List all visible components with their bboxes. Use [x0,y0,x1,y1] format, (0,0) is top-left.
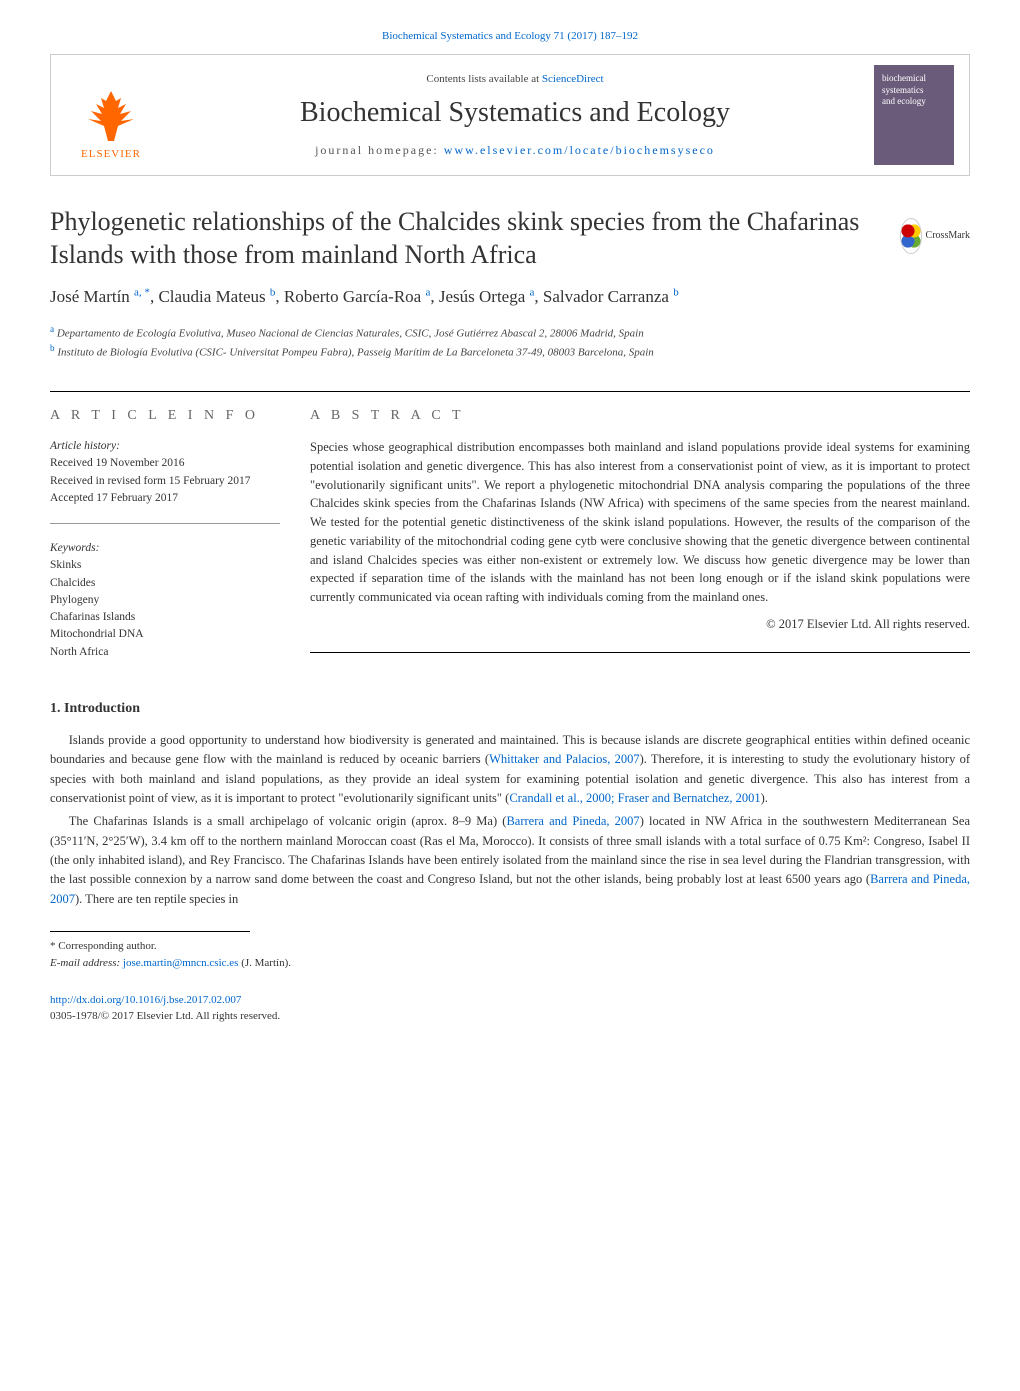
publisher-logo: ELSEVIER [66,70,156,160]
article-title-text: Phylogenetic relationships of the Chalci… [50,207,859,269]
affiliation-line: a Departamento de Ecología Evolutiva, Mu… [50,323,970,342]
abstract-copyright: © 2017 Elsevier Ltd. All rights reserved… [310,615,970,634]
abstract-heading: A B S T R A C T [310,408,970,424]
keywords-block: Keywords: SkinksChalcidesPhylogenyChafar… [50,540,280,661]
issn-copyright: 0305-1978/© 2017 Elsevier Ltd. All right… [50,1009,970,1024]
body-paragraph: Islands provide a good opportunity to un… [50,731,970,809]
email-suffix: (J. Martín). [238,957,291,969]
publisher-name: ELSEVIER [81,148,141,160]
citation-link[interactable]: Barrera and Pineda, 2007 [506,814,639,828]
crossmark-icon [900,218,922,254]
article-title: Phylogenetic relationships of the Chalci… [50,206,970,271]
cover-text-line: biochemical [882,73,946,85]
journal-homepage: journal homepage: www.elsevier.com/locat… [166,143,864,158]
citation-link[interactable]: Barrera and Pineda, 2007 [50,872,970,905]
sciencedirect-link[interactable]: ScienceDirect [542,73,604,85]
journal-reference-link[interactable]: Biochemical Systematics and Ecology 71 (… [382,30,638,42]
article-info-column: A R T I C L E I N F O Article history: R… [50,408,310,661]
masthead: ELSEVIER Contents lists available at Sci… [50,54,970,176]
keyword-item: Mitochondrial DNA [50,626,280,643]
email-label: E-mail address: [50,957,123,969]
citation-link[interactable]: Crandall et al., 2000; Fraser and Bernat… [509,791,760,805]
cover-text-line: systematics [882,85,946,97]
affiliation-line: b Instituto de Biología Evolutiva (CSIC-… [50,342,970,361]
abstract-body: Species whose geographical distribution … [310,440,970,604]
journal-cover-thumbnail: biochemical systematics and ecology [874,65,954,165]
corresponding-marker: * Corresponding author. [50,938,970,955]
keyword-item: North Africa [50,644,280,661]
keyword-item: Chafarinas Islands [50,609,280,626]
body-paragraph: The Chafarinas Islands is a small archip… [50,812,970,909]
info-abstract-row: A R T I C L E I N F O Article history: R… [50,391,970,661]
doi-link[interactable]: http://dx.doi.org/10.1016/j.bse.2017.02.… [50,994,241,1006]
keyword-item: Chalcides [50,575,280,592]
crossmark-label: CrossMark [926,230,970,243]
abstract-column: A B S T R A C T Species whose geographic… [310,408,970,661]
corresponding-author-note: * Corresponding author. E-mail address: … [50,938,970,971]
accepted-date: Accepted 17 February 2017 [50,490,280,507]
elsevier-tree-icon [76,86,146,146]
affiliations: a Departamento de Ecología Evolutiva, Mu… [50,323,970,361]
keywords-list: SkinksChalcidesPhylogenyChafarinas Islan… [50,557,280,661]
keywords-label: Keywords: [50,540,280,557]
revised-date: Received in revised form 15 February 201… [50,473,280,490]
received-date: Received 19 November 2016 [50,455,280,472]
keyword-item: Skinks [50,557,280,574]
footnote-separator [50,931,250,932]
journal-reference: Biochemical Systematics and Ecology 71 (… [50,30,970,42]
citation-link[interactable]: Whittaker and Palacios, 2007 [489,752,640,766]
keyword-item: Phylogeny [50,592,280,609]
article-history: Article history: Received 19 November 20… [50,438,280,524]
homepage-link[interactable]: www.elsevier.com/locate/biochemsyseco [444,143,715,157]
contents-available: Contents lists available at ScienceDirec… [166,73,864,85]
homepage-prefix: journal homepage: [315,143,444,157]
cover-text-line: and ecology [882,96,946,108]
corresponding-email-link[interactable]: jose.martin@mncn.csic.es [123,957,239,969]
section-heading-intro: 1. Introduction [50,701,970,717]
abstract-text: Species whose geographical distribution … [310,438,970,653]
article-info-heading: A R T I C L E I N F O [50,408,280,424]
article-body: 1. Introduction Islands provide a good o… [50,701,970,909]
contents-prefix: Contents lists available at [426,73,541,85]
journal-title: Biochemical Systematics and Ecology [166,97,864,129]
crossmark-badge[interactable]: CrossMark [900,216,970,256]
history-label: Article history: [50,438,280,455]
doi-block: http://dx.doi.org/10.1016/j.bse.2017.02.… [50,993,970,1024]
authors-list: José Martín a, *, Claudia Mateus b, Robe… [50,285,970,309]
masthead-center: Contents lists available at ScienceDirec… [156,73,874,158]
